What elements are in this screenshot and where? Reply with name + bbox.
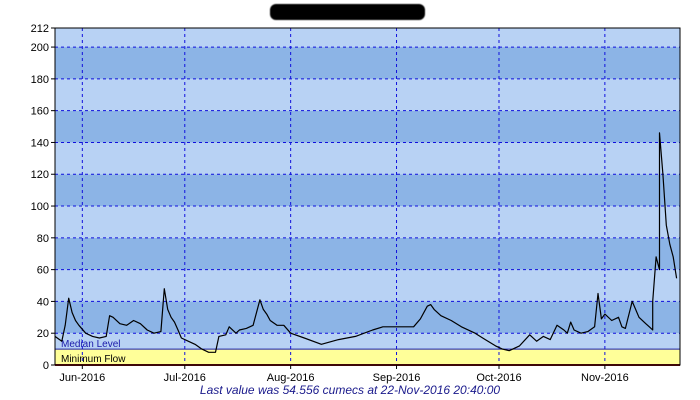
- background-band: [55, 142, 680, 175]
- background-band: [55, 237, 680, 270]
- minimum-flow-label: Minimum Flow: [61, 354, 126, 365]
- y-tick-label: 160: [31, 106, 49, 118]
- background-band: [55, 78, 680, 111]
- last-value-caption: Last value was 54.556 cumecs at 22-Nov-2…: [199, 383, 501, 397]
- y-tick-label: 200: [31, 42, 49, 54]
- background-band: [55, 28, 680, 48]
- minimum-flow-band: [55, 349, 680, 365]
- y-tick-label: 180: [31, 74, 49, 86]
- x-tick-label: Nov-2016: [581, 372, 629, 384]
- x-tick-label: Oct-2016: [476, 372, 521, 384]
- y-tick-label: 140: [31, 137, 49, 149]
- y-tick-label: 20: [37, 328, 49, 340]
- y-tick-label: 0: [43, 360, 49, 372]
- x-tick-label: Jul-2016: [164, 372, 206, 384]
- x-tick-label: Sep-2016: [373, 372, 421, 384]
- redacted-title: [270, 4, 425, 20]
- background-band: [55, 47, 680, 79]
- background-band: [55, 301, 680, 334]
- flow-series-line: [54, 132, 678, 353]
- y-tick-label: 80: [37, 233, 49, 245]
- y-tick-label: 40: [37, 296, 49, 308]
- background-band: [55, 110, 680, 143]
- x-tick-label: Jun-2016: [59, 372, 105, 384]
- plot-frame: [54, 27, 681, 366]
- y-tick-label: 212: [31, 23, 49, 35]
- background-band: [55, 206, 680, 238]
- y-tick-label: 100: [31, 201, 49, 213]
- median-level-label: Median Level: [61, 339, 120, 350]
- y-tick-label: 60: [37, 265, 49, 277]
- background-band: [55, 174, 680, 207]
- background-band: [55, 269, 680, 302]
- x-tick-label: Aug-2016: [267, 372, 315, 384]
- y-tick-label: 120: [31, 169, 49, 181]
